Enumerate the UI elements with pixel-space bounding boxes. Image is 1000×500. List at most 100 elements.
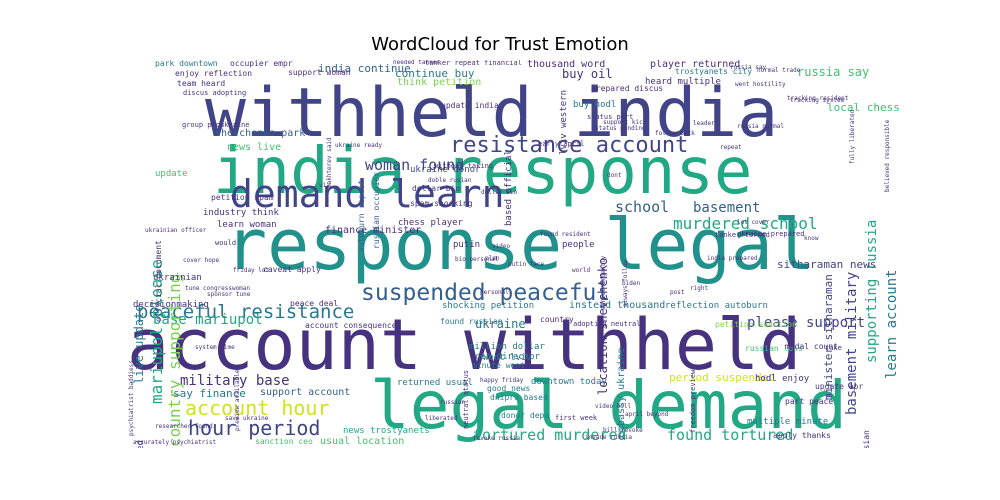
word-cloud-word: embassy ukraine [616, 347, 627, 438]
word-cloud-word: suspended peaceful [361, 280, 611, 306]
word-cloud-word: hour period [188, 416, 321, 440]
word-cloud-word: buy oil [562, 67, 613, 81]
word-cloud-word: finance minister [325, 225, 422, 236]
word-cloud-word: strict urgently [600, 255, 607, 310]
word-cloud-word: million dollar [469, 342, 545, 352]
word-cloud-word: biden [622, 280, 641, 287]
word-cloud-word: think petition [397, 77, 482, 88]
word-cloud-word: russian loss [745, 344, 803, 353]
word-cloud-word: autoburn repeat [357, 179, 366, 252]
word-cloud-word: shocking petition [442, 301, 535, 311]
word-cloud-word: heard multiple [645, 77, 721, 87]
word-cloud-word: world [572, 267, 591, 274]
word-cloud-word: april beyond [625, 411, 669, 418]
word-cloud-word: tanker turned [715, 231, 770, 239]
word-cloud-word: woman found [365, 156, 465, 174]
word-cloud-word: team heard [177, 79, 226, 88]
word-cloud-word: video bill [595, 403, 632, 410]
word-cloud-word: caveat apply [263, 265, 321, 274]
word-cloud-word: returned usual [397, 378, 473, 388]
word-cloud-word: researcher found [155, 423, 213, 430]
word-cloud-word: say finance [173, 387, 246, 400]
word-cloud-word: supporting russia [864, 219, 880, 363]
word-cloud-word: thousand word [527, 60, 606, 70]
word-cloud-word: post [670, 289, 685, 296]
word-cloud-word: demand learn [230, 172, 505, 216]
word-cloud-word: shevchenko park [215, 128, 306, 139]
word-cloud-word: occupier empr [230, 60, 293, 68]
word-cloud-word: resistance account [450, 133, 689, 158]
word-cloud-word: russian [440, 399, 466, 406]
word-cloud-word: putin face [508, 261, 545, 268]
word-cloud-word: support account [260, 387, 351, 398]
word-cloud-word: military base [180, 373, 290, 389]
word-cloud-word: minute went [472, 361, 525, 370]
word-cloud-word: ukraine ready [335, 142, 382, 149]
word-cloud-word: base mariupol [153, 312, 263, 328]
word-cloud-word: india continue [318, 62, 411, 75]
word-cloud-word: ukraine prepared [737, 230, 805, 238]
word-cloud-word: learn account [884, 269, 900, 380]
word-cloud-word: freedom preview [689, 369, 697, 433]
word-cloud-word: psychiatrist baddiess [128, 359, 135, 436]
word-cloud-word: chess player [398, 218, 464, 228]
word-cloud-word: status pending [595, 125, 646, 132]
word-cloud-word: happy friday [480, 377, 524, 384]
word-cloud-word: support woman [288, 68, 351, 77]
word-cloud-word: please support [747, 315, 866, 331]
word-cloud-word: downtown today [531, 377, 607, 387]
word-cloud-word: learn woman [217, 220, 277, 230]
word-cloud-word: petition sanction [715, 320, 797, 329]
word-cloud-word: murdered school [673, 214, 818, 233]
word-cloud-word: instead thousand [569, 300, 666, 311]
word-cloud-word: ukraine [475, 317, 526, 331]
word-cloud-word: dollar bio [412, 184, 461, 193]
word-cloud-word: player returned [650, 60, 741, 70]
word-cloud-word: part peace [785, 397, 834, 406]
word-cloud-word: spam shocking [410, 199, 473, 208]
word-cloud-word: know [804, 235, 819, 242]
word-cloud-word: response legal [225, 204, 816, 286]
word-cloud-word: bio personal [455, 256, 499, 263]
word-cloud-word: lot cover [737, 219, 770, 226]
word-cloud-word: dnipro based [490, 393, 548, 402]
word-cloud-word: apply thanks [773, 431, 831, 440]
word-cloud-word: tune congresswoman [185, 285, 251, 292]
word-cloud-word: went lviv [483, 353, 532, 363]
word-cloud-word: ukrainian [153, 273, 202, 283]
word-cloud-word: via [319, 182, 330, 189]
word-cloud-word: news live [227, 142, 282, 153]
word-cloud-word: video [492, 243, 511, 250]
word-cloud-word: found russian [440, 317, 503, 326]
word-cloud-word: fully liberated [849, 109, 856, 164]
word-cloud-word: normal trade [757, 67, 801, 74]
word-cloud-word: dont [607, 172, 622, 179]
word-cloud-word: petition spam [211, 193, 274, 202]
word-cloud-word: russian occupier [372, 171, 381, 249]
word-cloud-word: invade russia [585, 434, 632, 441]
word-cloud-word: save ukraine [225, 415, 269, 422]
word-cloud-word: system time [195, 344, 235, 351]
word-cloud-word: update apr [815, 382, 864, 391]
word-cloud-word: plan [485, 255, 500, 262]
word-cloud-word: continue buy [395, 67, 475, 80]
word-cloud-word: local chess [827, 101, 900, 114]
word-cloud-word: account hour [185, 396, 330, 420]
word-cloud-word: india prepared [707, 255, 758, 262]
word-cloud-word: liberated russian [862, 430, 871, 448]
word-cloud-word: ceo director [475, 352, 541, 362]
word-cloud-word: basement military [844, 271, 860, 415]
word-cloud-word: personal [480, 289, 509, 296]
word-cloud-word: tanker repeat financial [425, 60, 522, 67]
word-cloud-word: needed tanker [393, 60, 440, 66]
word-cloud-word: bakhterev said [326, 137, 333, 189]
word-cloud-word: liberated [425, 415, 458, 422]
word-cloud: withheld india india response response leg… [125, 60, 900, 448]
word-cloud-word: legal demand [370, 367, 847, 444]
word-cloud-word: school [615, 198, 670, 216]
word-cloud-word: cover hope [183, 257, 220, 264]
word-cloud-word: based official [504, 149, 514, 226]
word-cloud-word: dollar bio [481, 189, 518, 196]
word-cloud-word: peace deal [290, 299, 339, 308]
word-cloud-word: people [562, 240, 595, 250]
